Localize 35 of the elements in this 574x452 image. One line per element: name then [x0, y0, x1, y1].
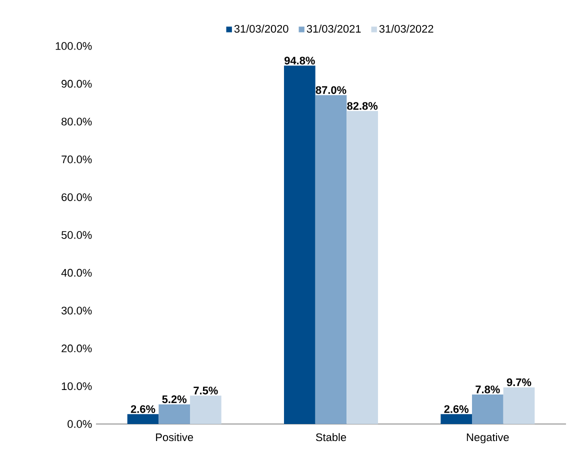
x-tick-label: Stable [316, 433, 346, 442]
bar [158, 404, 190, 424]
legend-label: 31/03/2021 [306, 24, 361, 33]
data-label: 2.6% [130, 405, 156, 413]
bar [127, 414, 159, 424]
data-label: 5.2% [162, 395, 187, 404]
y-tick-label: 90.0% [62, 80, 92, 88]
y-tick-label: 30.0% [61, 306, 92, 314]
legend-label: 31/03/2020 [234, 24, 288, 33]
y-tick-label: 50.0% [62, 231, 92, 239]
bar [440, 414, 472, 424]
y-tick-label: 100.0% [56, 42, 92, 50]
data-label: 9.7% [506, 378, 532, 386]
bar [315, 95, 347, 424]
data-label: 82.8% [347, 102, 378, 110]
y-tick-label: 80.0% [62, 118, 92, 126]
y-tick-label: 40.0% [61, 268, 92, 277]
data-label: 94.8% [284, 56, 315, 64]
x-tick-label: Positive [156, 433, 194, 442]
bar [346, 111, 378, 424]
y-tick-label: 0.0% [68, 420, 92, 428]
data-label: 7.8% [476, 386, 500, 394]
y-tick-label: 10.0% [62, 382, 92, 390]
y-tick-label: 60.0% [62, 193, 92, 202]
data-label: 2.6% [444, 405, 469, 413]
legend-label: 31/03/2022 [379, 24, 434, 33]
data-label: 87.0% [316, 86, 346, 94]
x-tick-label: Negative [466, 433, 509, 444]
bar [503, 387, 535, 424]
y-tick-label: 20.0% [62, 344, 92, 352]
data-label: 7.5% [194, 386, 218, 394]
bar [472, 394, 504, 424]
y-tick-label: 70.0% [62, 156, 92, 164]
bar [190, 396, 222, 424]
bar [284, 66, 316, 424]
